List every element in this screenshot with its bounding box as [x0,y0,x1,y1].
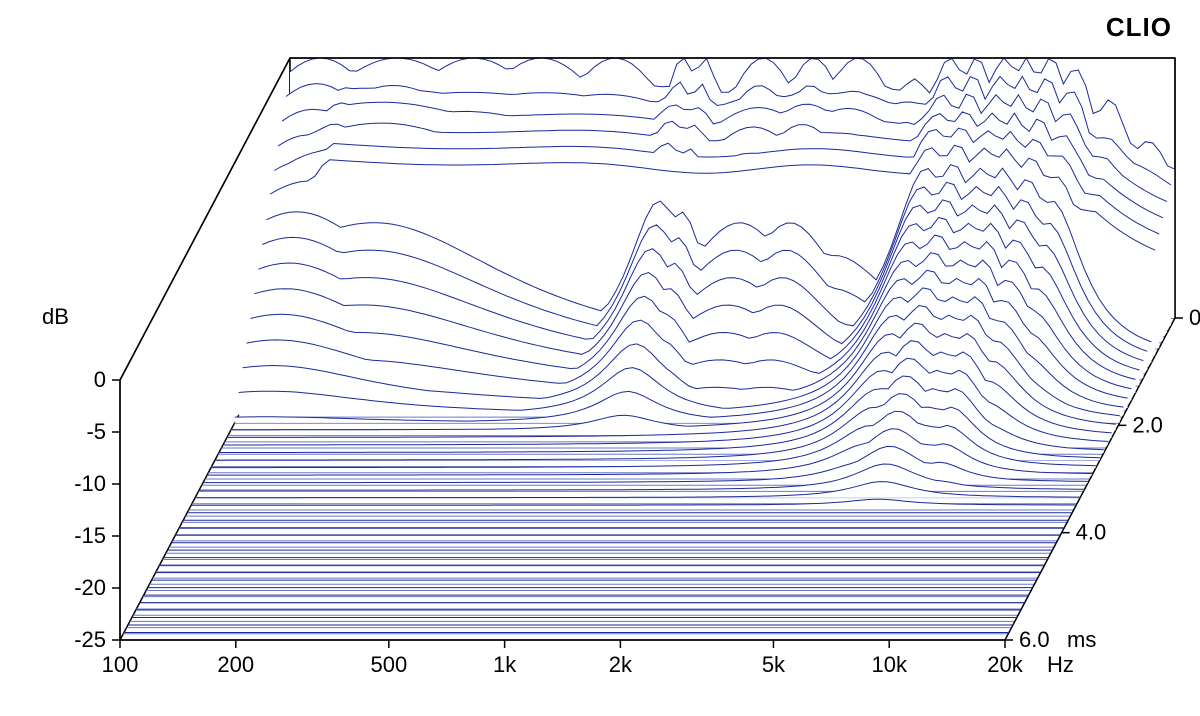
y-tick-label: -5 [86,419,106,444]
waterfall-plot: 0 -5 -10 -15 -20 -25100 200 500 1k 2k 5k 10k 20k Hz 0.… [0,0,1200,716]
y-axis-label: dB [42,304,69,330]
brand-label: CLIO [1106,12,1172,43]
y-tick-label: -10 [74,471,106,496]
x-tick-label: 5k [762,652,786,677]
x-tick-label: 1k [493,652,517,677]
y-tick-label: -20 [74,575,106,600]
y-tick-label: 0 [94,367,106,392]
x-tick-label: 2k [609,652,633,677]
x-tick-label: 10k [871,652,907,677]
z-tick-label: 6.0 [1019,627,1050,652]
x-tick-label: 200 [217,652,254,677]
z-tick-label: 2.0 [1132,412,1163,437]
y-tick-label: -25 [74,627,106,652]
x-axis-unit: Hz [1047,652,1074,677]
y-tick-label: -15 [74,523,106,548]
x-tick-label: 20k [987,652,1023,677]
z-tick-label: 0.0 [1189,305,1200,330]
x-tick-label: 100 [102,652,139,677]
z-axis-unit: ms [1067,627,1096,652]
z-tick-label: 4.0 [1076,520,1107,545]
waterfall-svg: 0 -5 -10 -15 -20 -25100 200 500 1k 2k 5k 10k 20k Hz 0.… [0,0,1200,716]
x-tick-label: 500 [370,652,407,677]
